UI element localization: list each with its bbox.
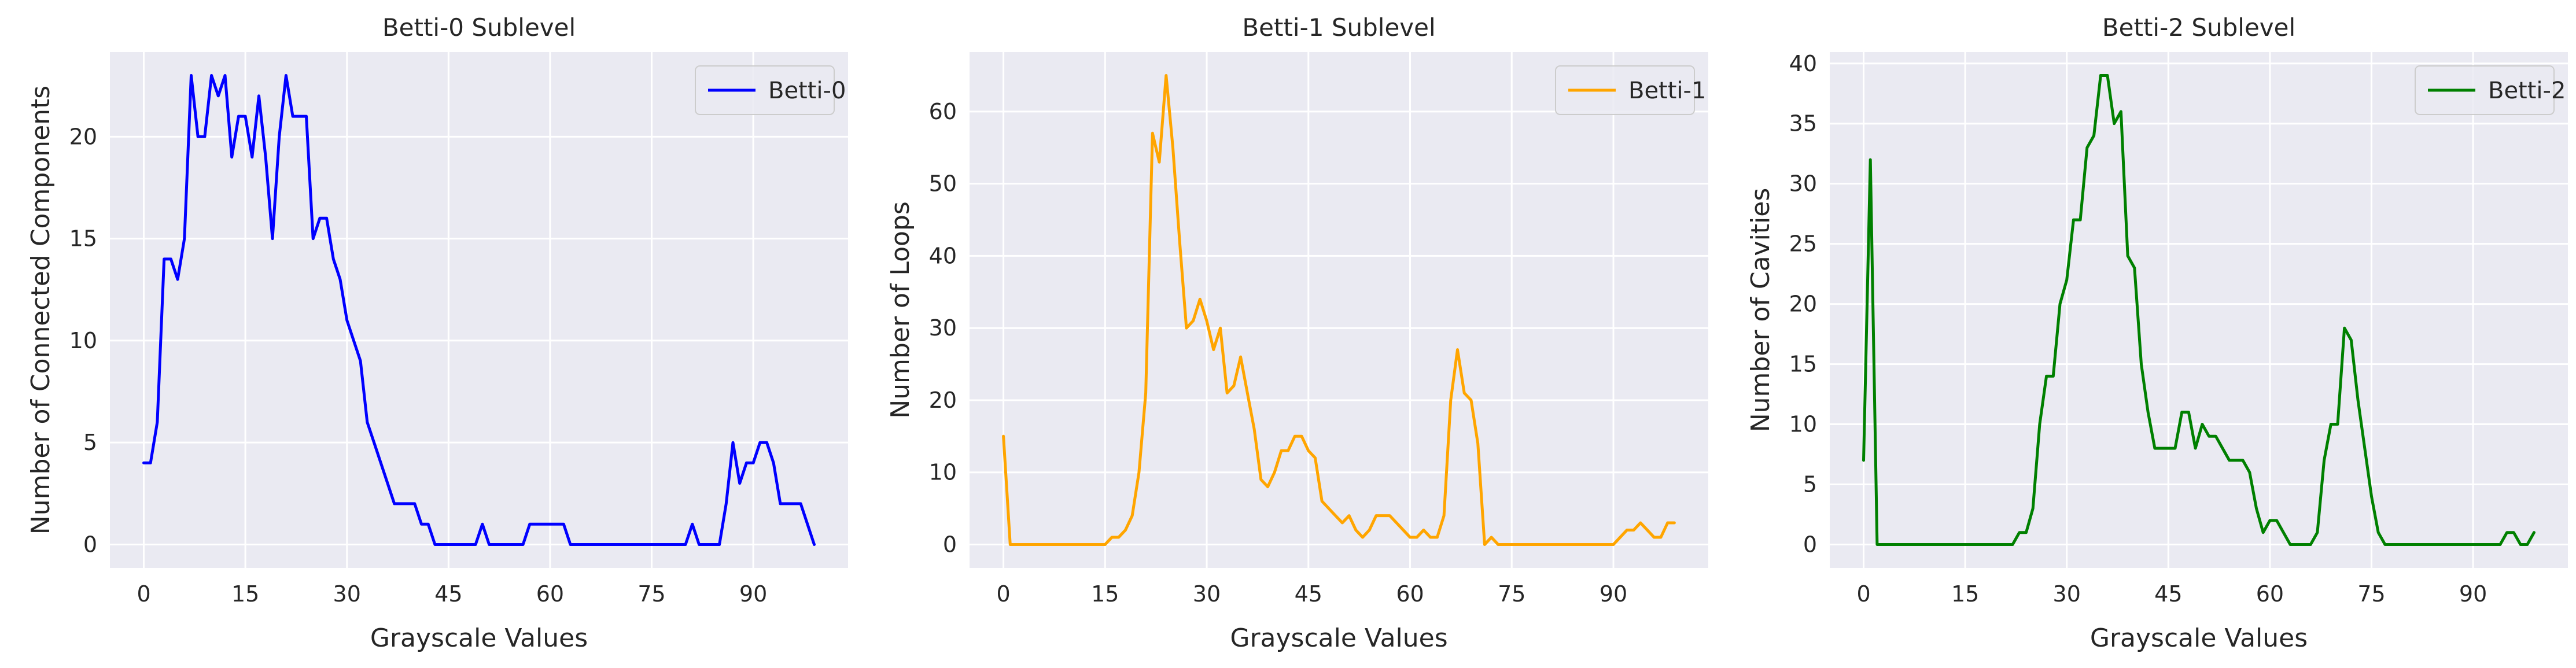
- plot-area: [110, 52, 848, 568]
- legend: Betti-2: [2415, 65, 2566, 115]
- subplot-3: 0 15 30 45 60 75 90 0 5 10 15 20 25 30 35 40 Betti-2 Sub…: [1746, 13, 2568, 653]
- y-tick-label: 0: [1803, 532, 1817, 557]
- series-line-betti-1: [1002, 74, 1676, 546]
- y-tick-label: 10: [1789, 412, 1817, 437]
- x-axis-label: Grayscale Values: [2090, 623, 2308, 653]
- legend-label: Betti-2: [2488, 77, 2566, 104]
- y-tick-label: 50: [929, 171, 957, 197]
- y-tick-label: 0: [83, 532, 97, 557]
- y-tick-label: 15: [69, 226, 97, 252]
- chart-title: Betti-1 Sublevel: [1242, 13, 1435, 42]
- y-tick-label: 30: [929, 315, 957, 341]
- y-tick-label: 20: [69, 124, 97, 149]
- legend: Betti-0: [695, 65, 846, 115]
- series-line-betti-2: [1862, 74, 2536, 546]
- subplot-1: 0 15 30 45 60 75 90 0 5 10 15 20 Betti-0 Sublevel Gra…: [26, 13, 848, 653]
- x-tick-label: 75: [637, 581, 665, 607]
- y-tick-label: 5: [1803, 471, 1817, 497]
- x-tick-label: 30: [1193, 581, 1221, 607]
- y-tick-label: 15: [1789, 352, 1817, 377]
- x-tick-label: 90: [2459, 581, 2487, 607]
- x-tick-label: 45: [1295, 581, 1322, 607]
- x-tick-label: 0: [996, 581, 1010, 607]
- x-tick-label: 45: [2154, 581, 2182, 607]
- y-tick-label: 5: [83, 430, 97, 455]
- x-tick-label: 75: [2357, 581, 2385, 607]
- y-tick-label: 10: [929, 460, 957, 485]
- y-tick-label: 60: [929, 99, 957, 124]
- x-tick-label: 0: [1856, 581, 1870, 607]
- x-tick-label: 0: [137, 581, 150, 607]
- series-line-betti-0: [142, 74, 816, 546]
- x-axis-label: Grayscale Values: [1230, 623, 1447, 653]
- y-tick-label: 40: [929, 243, 957, 268]
- y-tick-label: 25: [1789, 231, 1817, 257]
- y-axis-label: Number of Loops: [886, 201, 915, 419]
- y-tick-label: 20: [1789, 291, 1817, 317]
- y-axis-label: Number of Connected Components: [26, 86, 56, 534]
- plot-area: [1830, 52, 2568, 568]
- y-tick-label: 30: [1789, 171, 1817, 197]
- y-axis-label: Number of Cavities: [1746, 188, 1775, 433]
- x-tick-label: 60: [1396, 581, 1424, 607]
- y-tick-label: 40: [1789, 51, 1817, 76]
- x-tick-label: 75: [1498, 581, 1525, 607]
- x-tick-label: 15: [1091, 581, 1119, 607]
- legend-label: Betti-0: [768, 77, 846, 104]
- x-tick-label: 15: [1951, 581, 1979, 607]
- x-tick-label: 15: [231, 581, 259, 607]
- x-tick-label: 60: [536, 581, 564, 607]
- x-axis-label: Grayscale Values: [370, 623, 588, 653]
- legend-frame: [2415, 65, 2555, 115]
- x-tick-label: 90: [1600, 581, 1627, 607]
- y-tick-label: 10: [69, 328, 97, 353]
- x-tick-label: 60: [2256, 581, 2284, 607]
- y-tick-label: 35: [1789, 111, 1817, 136]
- y-tick-label: 0: [943, 532, 957, 557]
- legend: Betti-1: [1555, 65, 1706, 115]
- legend-label: Betti-1: [1628, 77, 1706, 104]
- y-tick-label: 20: [929, 387, 957, 413]
- x-tick-label: 90: [739, 581, 767, 607]
- legend-frame: [695, 65, 835, 115]
- chart-title: Betti-2 Sublevel: [2102, 13, 2295, 42]
- chart-title: Betti-0 Sublevel: [382, 13, 576, 42]
- plot-area: [970, 52, 1708, 568]
- legend-frame: [1555, 65, 1695, 115]
- x-tick-label: 45: [434, 581, 462, 607]
- subplot-2: 0 15 30 45 60 75 90 0 10 20 30 40 50 60 Betti-1 Sublev…: [886, 13, 1708, 653]
- x-tick-label: 30: [333, 581, 361, 607]
- x-tick-label: 30: [2053, 581, 2081, 607]
